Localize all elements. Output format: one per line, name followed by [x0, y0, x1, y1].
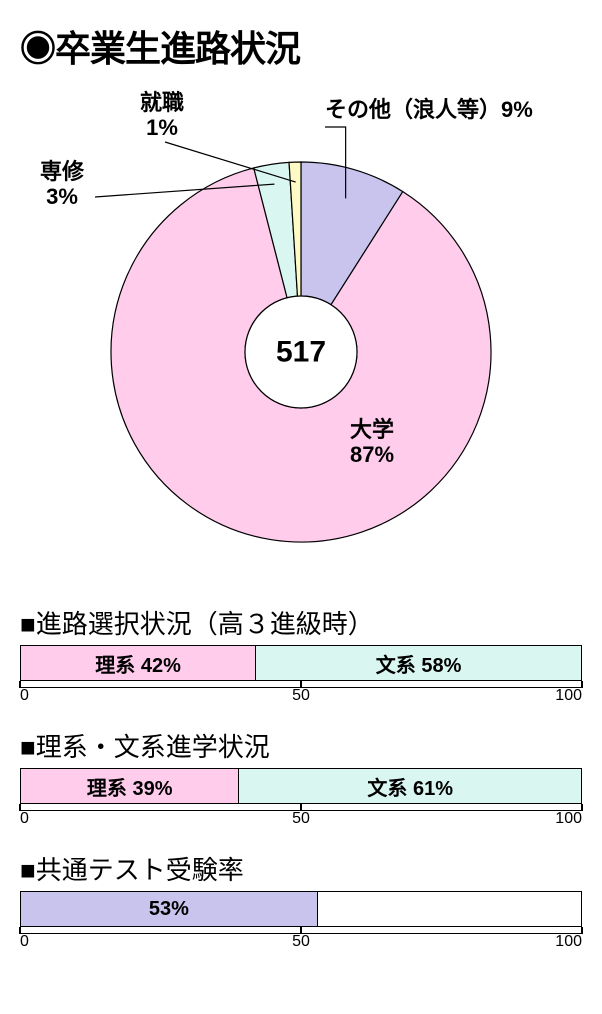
- label-daigaku-name: 大学: [350, 417, 394, 442]
- bar-section-title: ■進路選択状況（高３進級時）: [20, 604, 582, 641]
- bar-section-title: ■共通テスト受験率: [20, 850, 582, 887]
- bar-chart: 理系 42%文系 58%: [20, 645, 582, 681]
- bar-chart: 53%: [20, 891, 582, 927]
- bar-section-title: ■理系・文系進学状況: [20, 727, 582, 764]
- scale-label: 50: [292, 933, 310, 951]
- bar-chart: 理系 39%文系 61%: [20, 768, 582, 804]
- label-shushoku-pct: 1%: [146, 115, 178, 140]
- bar-segment: 文系 58%: [256, 646, 581, 680]
- label-shushoku: 就職 1%: [140, 90, 184, 141]
- label-shushoku-name: 就職: [140, 90, 184, 115]
- scale-label: 50: [292, 810, 310, 828]
- bar-scale: 0 50 100: [20, 681, 582, 705]
- scale-label: 0: [20, 810, 29, 828]
- bar-segment: 理系 39%: [21, 769, 239, 803]
- label-senshu-pct: 3%: [46, 184, 78, 209]
- bar-segment: [318, 892, 581, 926]
- donut-chart-area: 517 その他（浪人等）9% 就職 1% 専修 3% 大学 87%: [20, 82, 582, 582]
- scale-label: 100: [555, 810, 582, 828]
- label-daigaku-pct: 87%: [350, 442, 394, 467]
- donut-center-value: 517: [276, 336, 326, 369]
- label-senshu: 専修 3%: [40, 159, 84, 210]
- bar-segment: 53%: [21, 892, 318, 926]
- scale-label: 0: [20, 687, 29, 705]
- label-other: その他（浪人等）9%: [325, 97, 533, 122]
- page-title: ◉卒業生進路状況: [20, 20, 582, 72]
- bar-scale: 0 50 100: [20, 927, 582, 951]
- scale-label: 100: [555, 687, 582, 705]
- scale-label: 100: [555, 933, 582, 951]
- donut-chart: 517: [91, 142, 511, 562]
- scale-label: 0: [20, 933, 29, 951]
- label-daigaku: 大学 87%: [350, 417, 394, 468]
- bar-segment: 文系 61%: [239, 769, 581, 803]
- scale-label: 50: [292, 687, 310, 705]
- label-senshu-name: 専修: [40, 159, 84, 184]
- bar-segment: 理系 42%: [21, 646, 256, 680]
- bar-scale: 0 50 100: [20, 804, 582, 828]
- bars-container: ■進路選択状況（高３進級時） 理系 42%文系 58% 0 50 100 ■理系・文系進学…: [20, 604, 582, 951]
